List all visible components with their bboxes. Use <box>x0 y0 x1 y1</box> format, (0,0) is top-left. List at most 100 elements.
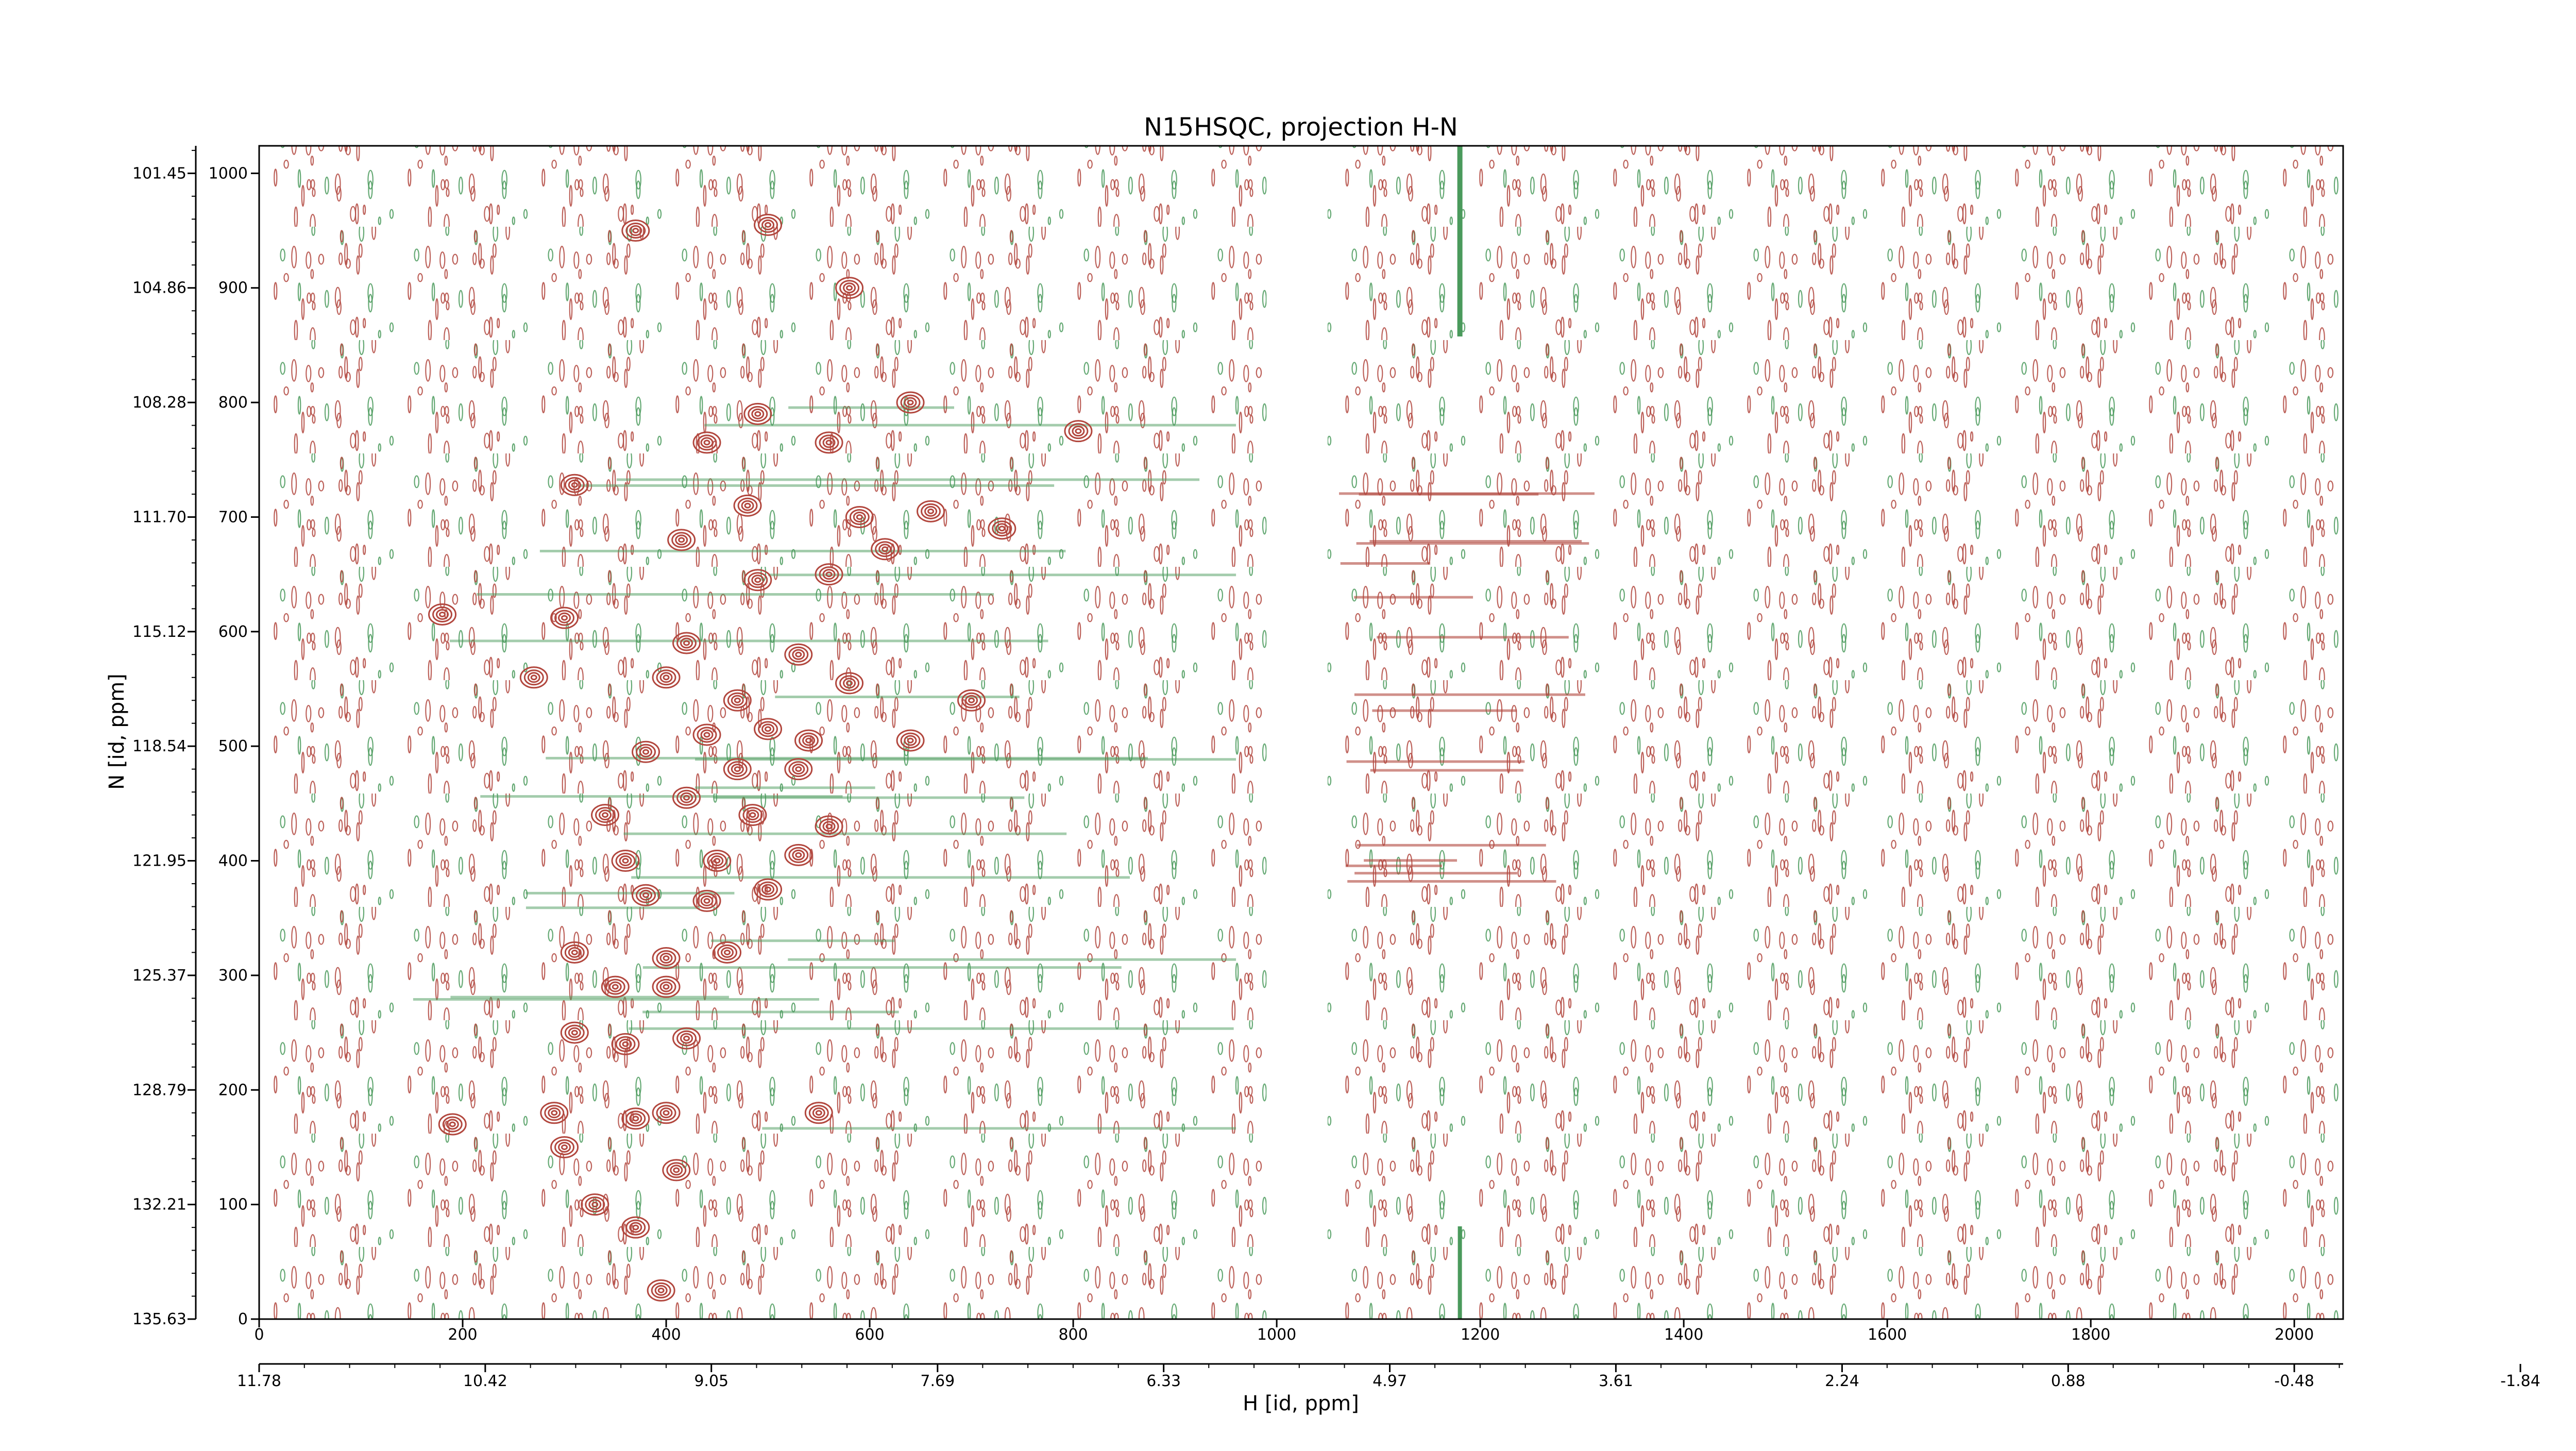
peak-contour <box>875 541 895 558</box>
peak-contour <box>656 669 676 686</box>
peak-contour <box>896 729 925 752</box>
peak-contour <box>812 1107 825 1119</box>
peak <box>621 220 650 242</box>
peak-contour <box>659 981 673 992</box>
peak-contour <box>680 792 693 803</box>
x-ppm-tick-label: -0.48 <box>2274 1372 2314 1390</box>
peak-contour <box>988 517 1016 540</box>
peak-contour <box>632 1116 639 1122</box>
peak-contour <box>619 855 632 867</box>
x-ppm-tick-label: 6.33 <box>1146 1372 1181 1390</box>
peak-contour <box>581 1193 609 1216</box>
peak <box>601 975 630 998</box>
plot-frame <box>258 145 2344 1320</box>
peak-contour <box>995 523 1009 534</box>
peak-contour <box>672 786 701 809</box>
peak-contour <box>680 637 693 649</box>
x-ppm-axis: 11.78 10.42 9.05 7.69 6.33 4.97 3.61 2.24 0.88 -0… <box>237 1363 2540 1390</box>
peak-contour <box>1075 428 1082 434</box>
peak-contour <box>843 282 856 294</box>
y-points-tick-label: 100 <box>218 1196 248 1214</box>
peak-contour <box>727 761 748 778</box>
peak-contour <box>871 538 900 561</box>
peak <box>560 941 589 964</box>
peak-contour <box>700 895 714 906</box>
peak-contour <box>765 886 772 892</box>
peak-contour <box>808 1105 829 1121</box>
peak-contour <box>839 280 860 296</box>
peak <box>784 843 813 866</box>
peak-contour <box>746 809 759 821</box>
peak-contour <box>439 611 446 617</box>
peak-contour <box>671 532 692 548</box>
peak <box>738 804 767 826</box>
peak-contour <box>571 949 578 955</box>
peak-contour <box>788 761 809 778</box>
y-points-tick-label: 0 <box>238 1310 248 1328</box>
peak-contour <box>961 692 982 708</box>
peak-contour <box>621 220 650 242</box>
peak <box>815 815 843 838</box>
peak <box>754 718 783 740</box>
peak <box>896 391 925 414</box>
peak-contour <box>560 941 589 964</box>
peak-contour <box>819 566 839 583</box>
peak-contour <box>611 850 640 872</box>
peak-contour <box>672 1027 701 1050</box>
peak-contour <box>663 1110 670 1116</box>
peak-contour <box>428 603 457 626</box>
x-ppm-tick-label: 10.42 <box>463 1372 507 1390</box>
peak-contour <box>839 675 860 691</box>
y-ppm-tick-label: 121.95 <box>132 852 187 870</box>
peak-layer <box>428 213 1093 1302</box>
peak <box>957 689 986 712</box>
peak <box>692 723 721 746</box>
y-points-tick-label: 1000 <box>209 164 248 182</box>
x-points-tick-label: 800 <box>1058 1326 1088 1344</box>
peak-contour <box>968 697 975 703</box>
peak-contour <box>432 606 453 622</box>
peak-contour <box>692 431 721 454</box>
y-points-tick-label: 700 <box>218 508 248 526</box>
peak-contour <box>612 984 619 990</box>
peak-contour <box>784 758 813 781</box>
peak-contour <box>632 228 639 234</box>
x-points-axis: 0 200 400 600 800 1000 1200 1400 1600 1800 2000 <box>254 1319 2314 1344</box>
peak <box>591 804 620 826</box>
peak-contour <box>588 1199 602 1210</box>
peak-contour <box>632 1224 639 1230</box>
peak-contour <box>751 575 765 586</box>
peak-contour <box>656 1105 676 1121</box>
plot-area <box>259 146 2343 1319</box>
peak-contour <box>652 947 681 970</box>
peak-contour <box>599 809 612 821</box>
peak-contour <box>657 1287 665 1293</box>
peak <box>815 431 843 454</box>
peak-contour <box>666 1162 687 1178</box>
peak-contour <box>629 1113 642 1124</box>
x-points-tick-label: 400 <box>651 1326 681 1344</box>
peak-contour <box>625 1219 646 1236</box>
peak-contour <box>717 944 738 960</box>
peak-contour <box>765 222 772 228</box>
peak <box>835 672 864 695</box>
peak <box>988 517 1016 540</box>
peak-contour <box>804 1102 833 1124</box>
peak-contour <box>700 437 714 448</box>
peak-contour <box>642 749 650 755</box>
peak-contour <box>446 1119 459 1130</box>
peak-contour <box>672 632 701 654</box>
peak-contour <box>731 764 744 775</box>
peak <box>692 889 721 912</box>
peak <box>743 402 772 425</box>
peak-contour <box>802 735 816 746</box>
peak-contour <box>683 640 690 646</box>
peak <box>754 213 783 236</box>
peak-contour <box>743 402 772 425</box>
peak <box>652 666 681 689</box>
peak <box>723 689 752 712</box>
peak-contour <box>1064 420 1093 443</box>
y-points-tick-label: 900 <box>218 279 248 297</box>
peak-contour <box>621 1107 650 1130</box>
